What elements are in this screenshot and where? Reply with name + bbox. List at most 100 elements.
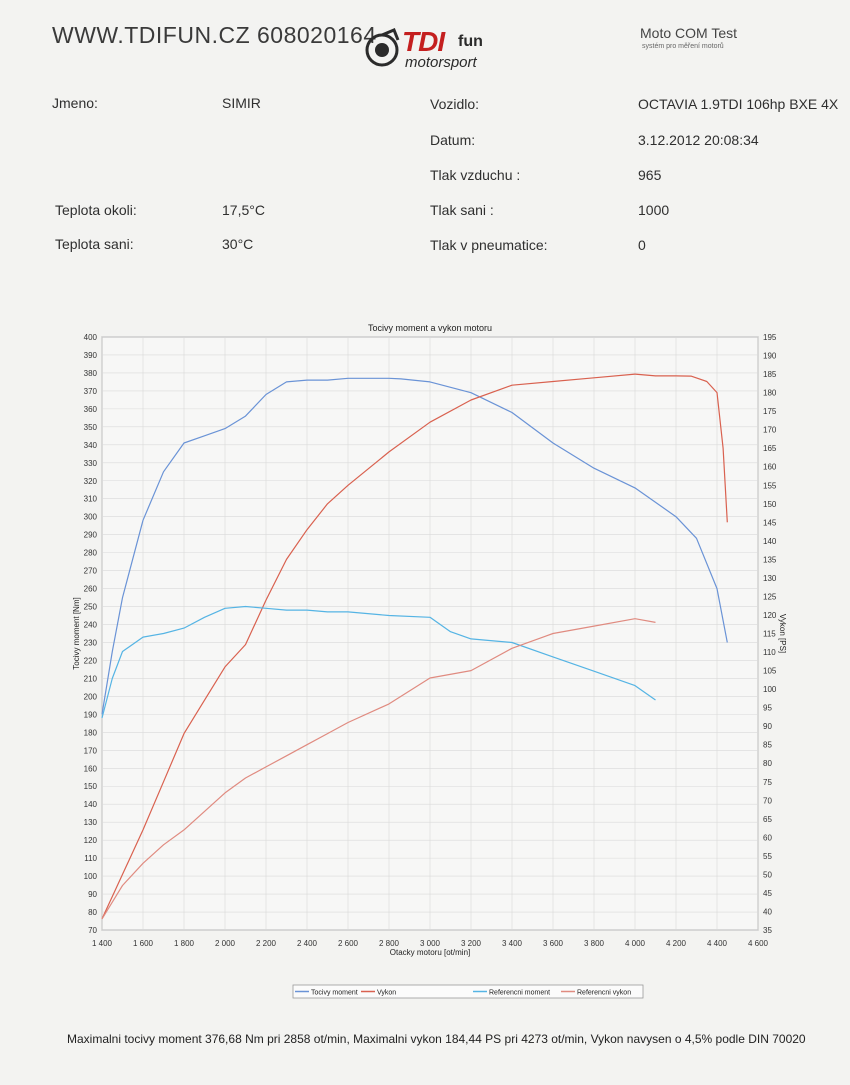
- y-right-tick-label: 65: [763, 815, 772, 824]
- y-right-tick-label: 185: [763, 370, 777, 379]
- y-right-tick-label: 190: [763, 352, 777, 361]
- x-tick-label: 3 600: [543, 939, 564, 948]
- x-tick-label: 4 000: [625, 939, 646, 948]
- y-right-tick-label: 175: [763, 407, 777, 416]
- y-left-tick-label: 280: [84, 549, 98, 558]
- site-header: WWW.TDIFUN.CZ 608020164: [52, 22, 377, 48]
- y-left-tick-label: 370: [84, 387, 98, 396]
- y-left-tick-label: 290: [84, 531, 98, 540]
- y-left-tick-label: 220: [84, 656, 98, 665]
- teplota-sani-label: Teplota sani:: [55, 236, 134, 252]
- y-right-tick-label: 105: [763, 667, 777, 676]
- y-right-tick-label: 40: [763, 907, 772, 916]
- y-left-tick-label: 260: [84, 585, 98, 594]
- y-left-tick-label: 380: [84, 369, 98, 378]
- x-tick-label: 2 200: [256, 939, 277, 948]
- y-left-tick-label: 120: [84, 836, 98, 845]
- y-right-tick-label: 120: [763, 611, 777, 620]
- y-left-tick-label: 300: [84, 513, 98, 522]
- y-right-tick-label: 140: [763, 537, 777, 546]
- y-right-tick-label: 145: [763, 518, 777, 527]
- turbo-logo-icon: [365, 28, 400, 67]
- y-right-tick-label: 75: [763, 778, 772, 787]
- y-left-tick-label: 70: [88, 926, 97, 935]
- y-right-tick-label: 100: [763, 685, 777, 694]
- tlak-sani-value: 1000: [638, 202, 670, 218]
- x-tick-label: 2 000: [215, 939, 236, 948]
- y-left-axis-label: Tocivy moment [Nm]: [72, 597, 81, 669]
- datum-value: 3.12.2012 20:08:34: [638, 132, 759, 148]
- y-right-tick-label: 35: [763, 926, 772, 935]
- teplota-okoli-label: Teplota okoli:: [55, 202, 137, 218]
- y-left-tick-label: 400: [84, 333, 98, 342]
- tlak-sani-label: Tlak sani :: [430, 202, 494, 218]
- x-tick-label: 3 800: [584, 939, 605, 948]
- y-right-tick-label: 155: [763, 481, 777, 490]
- x-tick-label: 2 400: [297, 939, 318, 948]
- legend-box: [292, 984, 644, 999]
- y-left-tick-label: 310: [84, 495, 98, 504]
- x-tick-label: 4 400: [707, 939, 728, 948]
- y-left-tick-label: 270: [84, 567, 98, 576]
- series-line-vykon: [101, 373, 728, 920]
- y-right-tick-label: 85: [763, 741, 772, 750]
- summary-text: Maximalni tocivy moment 376,68 Nm pri 28…: [67, 1032, 806, 1046]
- y-left-tick-label: 350: [84, 423, 98, 432]
- y-right-tick-label: 165: [763, 444, 777, 453]
- x-tick-label: 1 400: [92, 939, 113, 948]
- x-tick-label: 3 000: [420, 939, 441, 948]
- series-line-tocivy-moment: [101, 377, 728, 715]
- y-right-tick-label: 160: [763, 463, 777, 472]
- y-right-tick-label: 70: [763, 796, 772, 805]
- y-right-tick-label: 125: [763, 592, 777, 601]
- y-left-tick-label: 150: [84, 782, 98, 791]
- legend-label: Vykon: [377, 990, 396, 997]
- y-left-tick-label: 140: [84, 800, 98, 809]
- y-left-tick-label: 240: [84, 621, 98, 630]
- x-tick-label: 2 800: [379, 939, 400, 948]
- y-right-tick-label: 45: [763, 889, 772, 898]
- x-tick-label: 1 800: [174, 939, 195, 948]
- x-tick-label: 2 600: [338, 939, 359, 948]
- y-right-tick-label: 110: [763, 648, 776, 657]
- legend-label: Referencni vykon: [577, 990, 631, 997]
- x-axis-label: Otacky motoru [ot/min]: [390, 948, 470, 957]
- y-left-tick-label: 230: [84, 638, 98, 647]
- y-left-tick-label: 190: [84, 710, 98, 719]
- y-left-tick-label: 250: [84, 603, 98, 612]
- teplota-sani-value: 30°C: [222, 236, 254, 252]
- y-left-tick-label: 340: [84, 441, 98, 450]
- y-right-tick-label: 80: [763, 759, 772, 768]
- y-right-tick-label: 55: [763, 852, 772, 861]
- y-left-tick-label: 210: [84, 674, 98, 683]
- y-left-tick-label: 110: [84, 854, 97, 863]
- y-right-tick-label: 130: [763, 574, 777, 583]
- y-left-tick-label: 330: [84, 459, 98, 468]
- y-left-tick-label: 80: [88, 908, 97, 917]
- chart-title: Tocivy moment a vykon motoru: [368, 323, 492, 333]
- y-right-tick-label: 60: [763, 833, 772, 842]
- x-tick-label: 3 200: [461, 939, 482, 948]
- y-left-tick-label: 390: [84, 351, 98, 360]
- x-tick-label: 1 600: [133, 939, 154, 948]
- tlak-pneu-label: Tlak v pneumatice:: [430, 237, 548, 253]
- y-left-tick-label: 170: [84, 746, 98, 755]
- legend-label: Referencni moment: [489, 990, 550, 997]
- series-line-referencni-vykon: [101, 618, 656, 920]
- y-left-tick-label: 180: [84, 728, 98, 737]
- y-left-tick-label: 100: [84, 872, 98, 881]
- jmeno-value: SIMIR: [222, 95, 261, 111]
- y-left-tick-label: 320: [84, 477, 98, 486]
- jmeno-label: Jmeno:: [52, 95, 98, 111]
- x-tick-label: 4 600: [748, 939, 769, 948]
- series-line-referencni-moment: [101, 605, 656, 719]
- y-left-tick-label: 200: [84, 692, 98, 701]
- tlak-vzduchu-value: 965: [638, 167, 662, 183]
- x-tick-label: 3 400: [502, 939, 523, 948]
- datum-label: Datum:: [430, 132, 476, 148]
- y-left-tick-label: 160: [84, 764, 98, 773]
- x-tick-label: 4 200: [666, 939, 687, 948]
- y-right-tick-label: 180: [763, 389, 777, 398]
- legend-label: Tocivy moment: [311, 990, 358, 997]
